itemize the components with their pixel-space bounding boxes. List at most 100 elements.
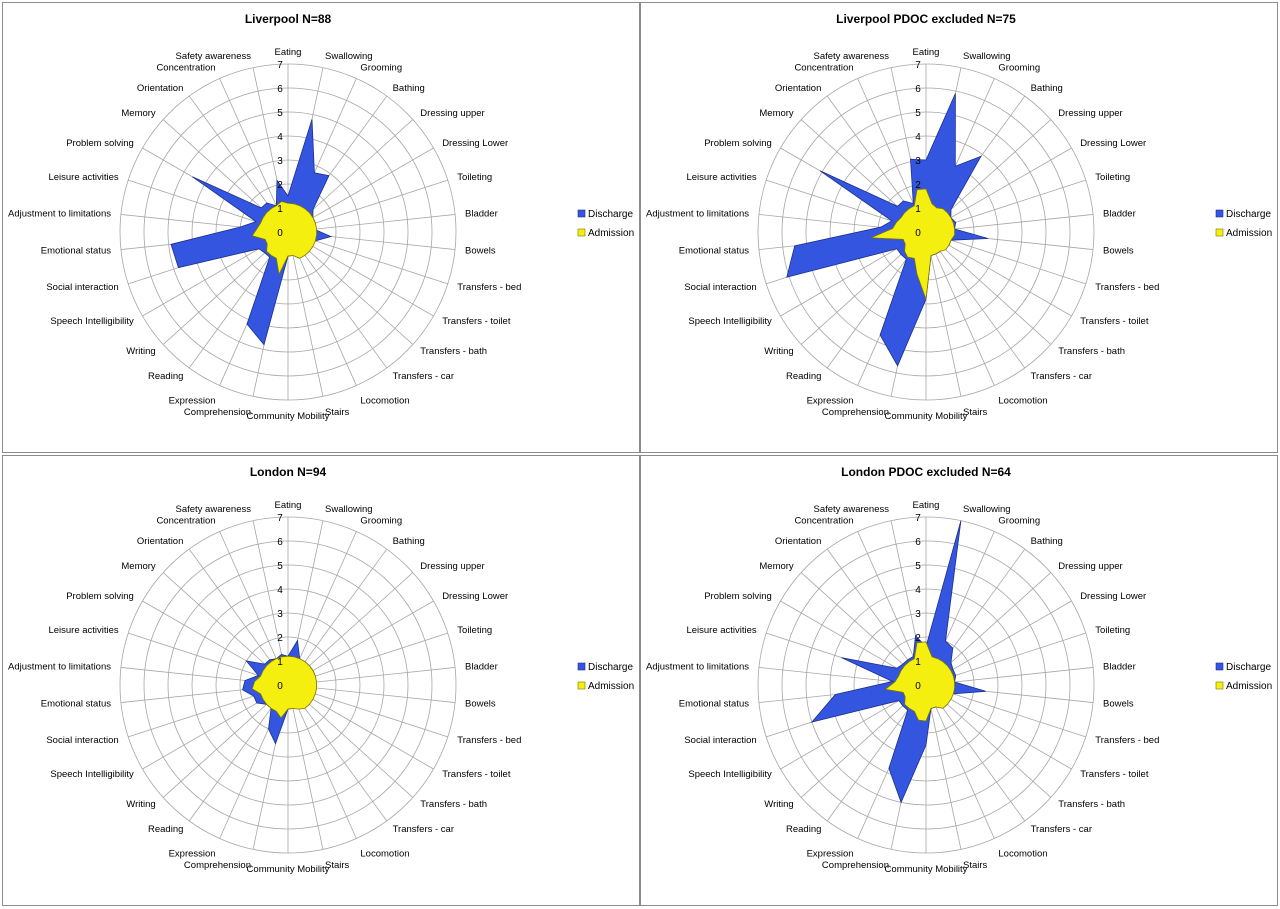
category-label: Comprehension: [184, 860, 251, 871]
category-label: Comprehension: [184, 407, 251, 418]
category-label: Community Mobility: [247, 864, 330, 875]
grid-spoke: [925, 231, 1072, 317]
tick-label: 4: [277, 132, 283, 143]
category-label: Speech Intelligibility: [50, 769, 134, 780]
category-label: Writing: [126, 346, 155, 357]
category-label: Swallowing: [963, 51, 1011, 62]
category-label: Memory: [759, 561, 794, 572]
legend: Discharge Admission: [1215, 662, 1272, 692]
category-label: Transfers - bed: [457, 282, 521, 293]
category-label: Dressing upper: [1058, 108, 1122, 119]
grid-spoke: [925, 231, 1052, 345]
grid-spoke: [287, 231, 324, 397]
tick-label: 4: [915, 132, 921, 143]
category-label: Safety awareness: [175, 51, 251, 62]
category-label: Dressing Lower: [1080, 138, 1146, 149]
category-label: Dressing Lower: [442, 138, 508, 149]
series-admission-area: [870, 188, 956, 300]
category-label: Orientation: [137, 536, 183, 547]
category-label: Reading: [786, 824, 821, 835]
category-label: Dressing upper: [420, 561, 484, 572]
category-label: Problem solving: [66, 138, 134, 149]
category-label: Bathing: [1031, 536, 1063, 547]
legend-swatch: [577, 228, 586, 237]
tick-label: 5: [277, 108, 283, 119]
tick-label: 2: [915, 633, 921, 644]
category-label: Stairs: [325, 860, 350, 871]
category-label: Adjustment to limitations: [8, 661, 111, 672]
category-label: Swallowing: [325, 504, 373, 515]
category-label: Expression: [807, 849, 854, 860]
category-label: Locomotion: [360, 396, 409, 407]
category-label: Concentration: [794, 62, 853, 73]
chart-title: London PDOC excluded N=64: [841, 465, 1011, 479]
radar-chart: Liverpool PDOC excluded N=75 0 1 2 3 4 5 6 7 Eati…: [646, 12, 1272, 422]
category-label: Transfers - toilet: [1080, 316, 1149, 327]
tick-label: 2: [915, 180, 921, 191]
tick-label: 6: [277, 84, 283, 95]
legend-swatch: [1215, 209, 1224, 218]
grid-spoke: [925, 231, 995, 386]
tick-label: 7: [277, 513, 283, 524]
category-label: Memory: [121, 561, 156, 572]
category-label: Swallowing: [963, 504, 1011, 515]
legend-swatch: [577, 662, 586, 671]
category-label: Leisure activities: [48, 625, 118, 636]
category-label: Emotional status: [679, 699, 749, 710]
category-label: Stairs: [963, 407, 988, 418]
category-label: Transfers - bed: [457, 735, 521, 746]
category-label: Dressing upper: [1058, 561, 1122, 572]
category-label: Memory: [121, 108, 156, 119]
category-label: Bladder: [465, 208, 498, 219]
category-label: Emotional status: [41, 699, 111, 710]
legend-label: Discharge: [1226, 662, 1271, 673]
chart-title: London N=94: [250, 465, 327, 479]
category-label: Adjustment to limitations: [8, 208, 111, 219]
tick-label: 2: [277, 180, 283, 191]
category-label: Writing: [764, 799, 793, 810]
legend-swatch: [1215, 681, 1224, 690]
category-label: Transfers - bed: [1095, 735, 1159, 746]
series-discharge-area: [810, 520, 986, 804]
tick-label: 7: [915, 513, 921, 524]
category-label: Transfers - bath: [1058, 346, 1125, 357]
category-label: Locomotion: [998, 396, 1047, 407]
radar-grid: [119, 516, 457, 854]
tick-label: 0: [915, 228, 921, 239]
category-label: Community Mobility: [247, 411, 330, 422]
grid-spoke: [925, 231, 1086, 285]
category-label: Expression: [169, 396, 216, 407]
tick-label: 5: [915, 108, 921, 119]
radar-chart: Liverpool N=88 0 1 2 3 4 5 6 7 Eating SwallowingGr…: [8, 12, 634, 422]
category-label: Community Mobility: [885, 864, 968, 875]
category-label: Expression: [807, 396, 854, 407]
category-label: Eating: [913, 500, 940, 511]
tick-label: 1: [277, 204, 283, 215]
category-label: Orientation: [775, 83, 821, 94]
legend-label: Admission: [1226, 228, 1272, 239]
category-label: Bathing: [1031, 83, 1063, 94]
category-label: Transfers - car: [393, 824, 454, 835]
tick-label: 5: [277, 561, 283, 572]
category-label: Social interaction: [46, 282, 118, 293]
category-label: Bathing: [393, 536, 425, 547]
legend-swatch: [577, 209, 586, 218]
category-label: Bladder: [1103, 208, 1136, 219]
grid-spoke: [925, 684, 995, 839]
category-label: Orientation: [775, 536, 821, 547]
category-label: Transfers - car: [1031, 824, 1092, 835]
category-label: Toileting: [457, 625, 492, 636]
tick-label: 0: [277, 681, 283, 692]
category-label: Reading: [148, 824, 183, 835]
tick-label: 3: [277, 156, 283, 167]
category-label: Comprehension: [822, 407, 889, 418]
legend-label: Discharge: [588, 662, 633, 673]
legend-swatch: [577, 681, 586, 690]
category-label: Bladder: [1103, 661, 1136, 672]
tick-label: 7: [915, 60, 921, 71]
category-label: Eating: [275, 500, 302, 511]
category-label: Locomotion: [998, 849, 1047, 860]
category-label: Swallowing: [325, 51, 373, 62]
category-label: Problem solving: [704, 591, 772, 602]
tick-label: 1: [277, 657, 283, 668]
